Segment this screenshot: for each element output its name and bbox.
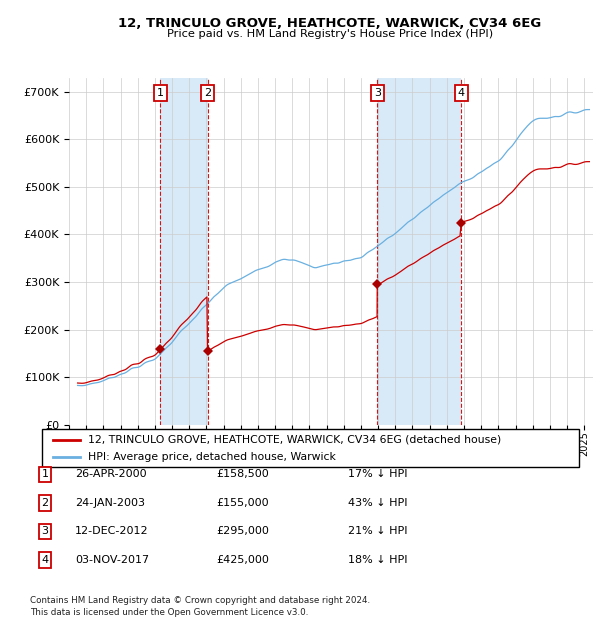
Text: 21% ↓ HPI: 21% ↓ HPI <box>348 526 407 536</box>
Text: 17% ↓ HPI: 17% ↓ HPI <box>348 469 407 479</box>
Text: £158,500: £158,500 <box>216 469 269 479</box>
Text: HPI: Average price, detached house, Warwick: HPI: Average price, detached house, Warw… <box>88 453 335 463</box>
Bar <box>377 78 461 425</box>
Text: 12, TRINCULO GROVE, HEATHCOTE, WARWICK, CV34 6EG (detached house): 12, TRINCULO GROVE, HEATHCOTE, WARWICK, … <box>88 435 501 445</box>
Text: 18% ↓ HPI: 18% ↓ HPI <box>348 555 407 565</box>
Text: 12, TRINCULO GROVE, HEATHCOTE, WARWICK, CV34 6EG: 12, TRINCULO GROVE, HEATHCOTE, WARWICK, … <box>118 17 542 30</box>
Text: 3: 3 <box>41 526 49 536</box>
Text: 4: 4 <box>458 88 465 98</box>
Text: 2: 2 <box>41 498 49 508</box>
Text: 3: 3 <box>374 88 381 98</box>
Text: 4: 4 <box>41 555 49 565</box>
Text: 43% ↓ HPI: 43% ↓ HPI <box>348 498 407 508</box>
Text: 12-DEC-2012: 12-DEC-2012 <box>75 526 149 536</box>
Text: Contains HM Land Registry data © Crown copyright and database right 2024.
This d: Contains HM Land Registry data © Crown c… <box>30 596 370 617</box>
Text: £425,000: £425,000 <box>216 555 269 565</box>
Text: 26-APR-2000: 26-APR-2000 <box>75 469 146 479</box>
Text: 1: 1 <box>41 469 49 479</box>
Bar <box>160 78 208 425</box>
Text: 2: 2 <box>204 88 211 98</box>
Text: £295,000: £295,000 <box>216 526 269 536</box>
Text: Price paid vs. HM Land Registry's House Price Index (HPI): Price paid vs. HM Land Registry's House … <box>167 29 493 39</box>
Text: 03-NOV-2017: 03-NOV-2017 <box>75 555 149 565</box>
Text: 24-JAN-2003: 24-JAN-2003 <box>75 498 145 508</box>
FancyBboxPatch shape <box>42 429 579 467</box>
Text: 1: 1 <box>157 88 164 98</box>
Text: £155,000: £155,000 <box>216 498 269 508</box>
